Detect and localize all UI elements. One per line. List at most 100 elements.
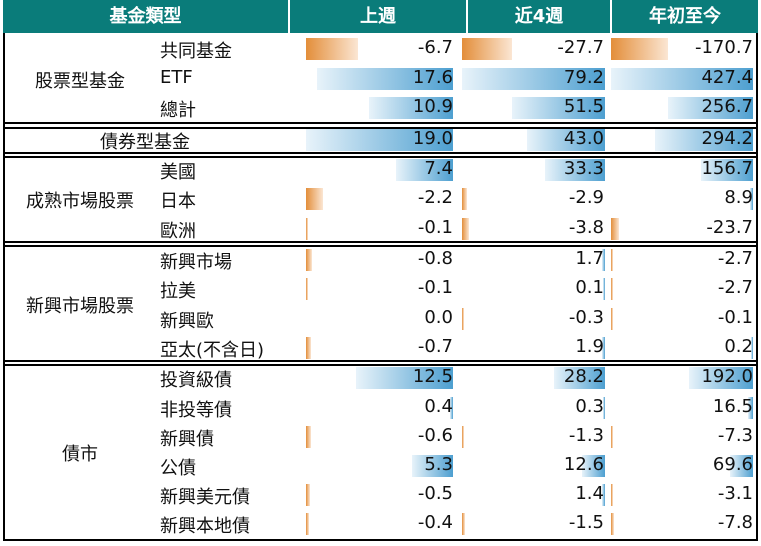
section-divider <box>3 152 758 154</box>
table-bottom-border <box>3 539 758 541</box>
value-label: 8.9 <box>724 187 753 208</box>
value-label: -2.2 <box>417 187 453 208</box>
value-label: 256.7 <box>701 96 753 117</box>
value-label: -0.4 <box>417 512 453 533</box>
value-label: -0.1 <box>417 277 453 298</box>
section-divider <box>3 241 758 243</box>
value-label: -170.7 <box>694 37 753 58</box>
row-label: 總計 <box>160 100 196 121</box>
header-cell-category <box>3 0 288 33</box>
bar <box>411 455 453 477</box>
value-label: 0.0 <box>424 307 453 328</box>
bar <box>611 484 613 506</box>
bar <box>306 188 324 210</box>
value-label: 19.0 <box>412 128 453 149</box>
row-label: 非投等債 <box>160 400 232 421</box>
bar <box>306 218 308 240</box>
value-label: 1.4 <box>575 483 604 504</box>
value-label: 294.2 <box>701 128 753 149</box>
bar <box>306 129 453 151</box>
bar <box>700 159 753 181</box>
section-divider <box>3 127 758 129</box>
bar <box>306 337 312 359</box>
group-label: 成熟市場股票 <box>26 191 134 212</box>
value-label: 7.4 <box>424 158 453 179</box>
value-label: -3.1 <box>717 483 753 504</box>
row-label: 新興債 <box>160 429 214 450</box>
value-label: 156.7 <box>701 158 753 179</box>
section-divider <box>3 245 758 247</box>
bar <box>601 249 605 271</box>
value-label: 33.3 <box>563 158 604 179</box>
header-col-ytd: 年初至今 <box>649 6 721 27</box>
header-cell-ytd <box>612 0 758 33</box>
value-label: 17.6 <box>412 67 453 88</box>
bar <box>449 397 453 419</box>
value-label: 51.5 <box>563 96 604 117</box>
bar <box>368 97 453 119</box>
row-label: 共同基金 <box>160 41 232 62</box>
value-label: 69.6 <box>712 454 753 475</box>
header-col-4week: 近4週 <box>514 6 564 27</box>
bar <box>544 159 605 181</box>
row-label: 日本 <box>160 191 196 212</box>
value-label: 192.0 <box>701 366 753 387</box>
value-label: -0.1 <box>717 307 753 328</box>
row-label: 債券型基金 <box>100 132 190 153</box>
bar <box>462 513 465 535</box>
bar <box>603 278 605 300</box>
row-label: 美國 <box>160 162 196 183</box>
bar <box>306 426 311 448</box>
value-label: 43.0 <box>563 128 604 149</box>
value-label: -0.1 <box>417 217 453 238</box>
row-label: 投資級債 <box>160 370 232 391</box>
bar <box>689 367 753 389</box>
value-label: -27.7 <box>557 37 604 58</box>
value-label: -3.8 <box>568 217 604 238</box>
header-col-week: 上週 <box>360 6 396 27</box>
bar <box>554 367 605 389</box>
bar <box>750 188 753 210</box>
value-label: -0.5 <box>417 483 453 504</box>
value-label: 28.2 <box>563 366 604 387</box>
bar <box>611 278 613 300</box>
value-label: -0.8 <box>417 248 453 269</box>
bar <box>602 484 605 506</box>
bar <box>462 38 512 60</box>
bar <box>747 397 753 419</box>
value-label: 0.4 <box>424 396 453 417</box>
value-label: 5.3 <box>424 454 453 475</box>
section-divider <box>3 122 758 124</box>
value-label: 1.9 <box>575 336 604 357</box>
value-label: -0.3 <box>568 307 604 328</box>
value-label: -0.7 <box>417 336 453 357</box>
value-label: -0.6 <box>417 425 453 446</box>
value-label: 0.1 <box>575 277 604 298</box>
bar <box>462 218 469 240</box>
value-label: 12.5 <box>412 366 453 387</box>
bar <box>603 397 605 419</box>
value-label: -23.7 <box>706 217 753 238</box>
header-category-label: 基金類型 <box>109 6 182 27</box>
bar <box>462 308 464 330</box>
header-cell-4week <box>468 0 610 33</box>
bar <box>655 129 753 151</box>
bar <box>306 513 310 535</box>
table-left-border <box>3 33 5 541</box>
value-label: -1.3 <box>568 425 604 446</box>
header-cell-week <box>290 0 466 33</box>
value-label: 79.2 <box>563 67 604 88</box>
bar <box>611 38 668 60</box>
bar <box>512 97 605 119</box>
value-label: 12.6 <box>563 454 604 475</box>
bar <box>611 308 613 330</box>
bar <box>306 484 310 506</box>
bar <box>611 513 614 535</box>
row-label: ETF <box>160 67 193 88</box>
value-label: -1.5 <box>568 512 604 533</box>
bar <box>729 455 753 477</box>
row-label: 拉美 <box>160 281 196 302</box>
row-label: 新興歐 <box>160 311 214 332</box>
section-divider <box>3 156 758 158</box>
bar <box>395 159 453 181</box>
